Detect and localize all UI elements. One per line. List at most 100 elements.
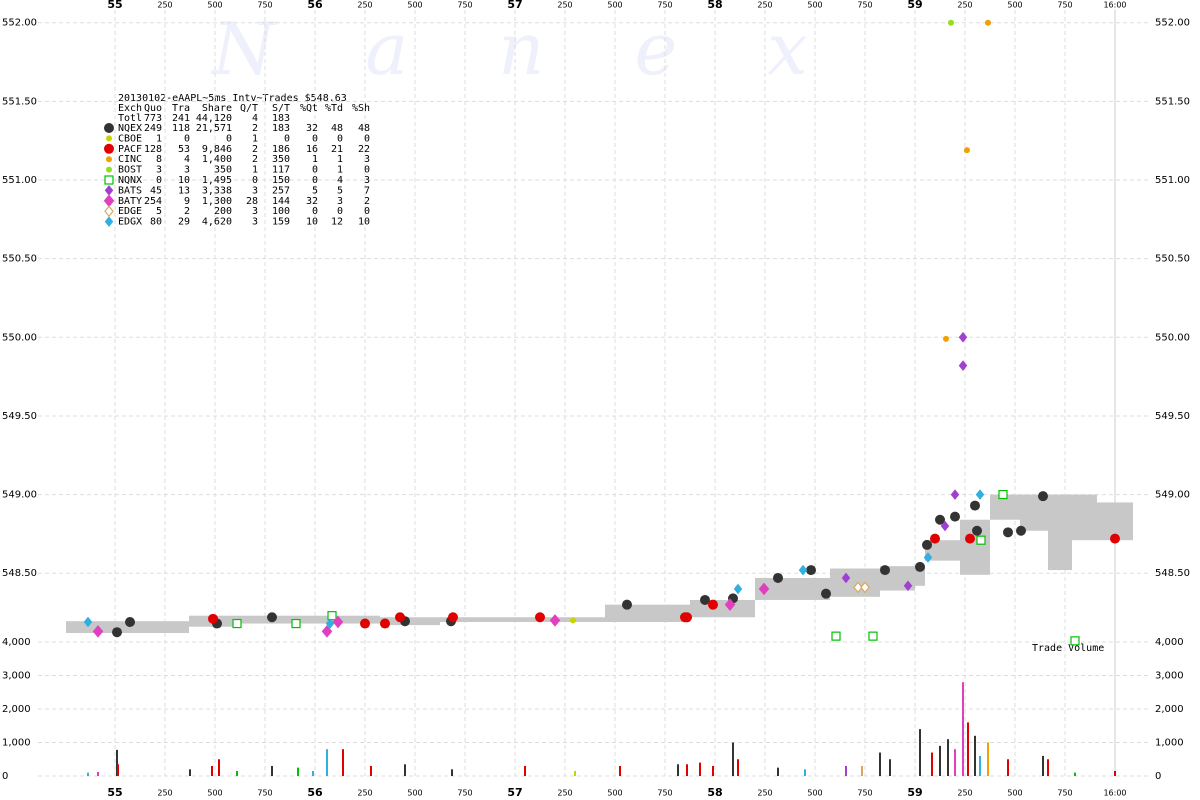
legend-cell: 29 xyxy=(178,217,190,228)
legend-cell: 1,495 xyxy=(202,175,232,186)
legend-cell: 4 xyxy=(184,154,190,165)
y-tick-label: 548.50 xyxy=(1155,568,1190,579)
legend-cell: 150 xyxy=(272,175,290,186)
legend-cell: 4,620 xyxy=(202,217,232,228)
legend-cell: 10 xyxy=(358,217,370,228)
trade-marker xyxy=(853,581,863,594)
trade-marker xyxy=(935,514,945,525)
legend-cell: 45 xyxy=(150,185,162,196)
x-tick-label: 500 xyxy=(407,789,422,798)
y-tick-label: 4,000 xyxy=(1155,637,1184,648)
watermark: Nanex xyxy=(210,7,898,91)
legend-cell: 22 xyxy=(358,144,370,155)
y-tick-label: 550.50 xyxy=(2,254,37,265)
legend-cell: 257 xyxy=(272,185,290,196)
legend-cell: 249 xyxy=(144,123,162,134)
trade-marker xyxy=(975,489,985,500)
legend-cell: 5 xyxy=(337,185,343,196)
y-tick-label: 552.00 xyxy=(2,18,37,29)
legend-cell: Quo xyxy=(144,103,162,114)
volume-bar xyxy=(947,739,949,776)
volume-bar xyxy=(117,764,119,776)
x-tick-label: 58 xyxy=(707,786,722,799)
legend-cell: 48 xyxy=(358,123,370,134)
trade-marker xyxy=(680,612,690,623)
x-tick-label: 500 xyxy=(807,789,822,798)
trade-marker xyxy=(325,618,335,629)
trade-marker xyxy=(964,147,970,154)
y-tick-label: 0 xyxy=(2,771,8,782)
y-tick-label: 3,000 xyxy=(1155,671,1184,682)
legend-entry: PACF xyxy=(118,144,142,155)
y-tick-label: 548.50 xyxy=(2,568,37,579)
trade-marker xyxy=(841,572,851,584)
trade-marker xyxy=(922,539,932,550)
legend-cell: 3 xyxy=(337,196,343,207)
trade-marker xyxy=(923,552,933,563)
trade-marker xyxy=(232,618,242,629)
trade-marker xyxy=(958,331,968,343)
trade-marker xyxy=(831,631,841,641)
legend-cell: 44,120 xyxy=(196,113,232,124)
trade-marker xyxy=(965,533,975,544)
legend-cell: 32 xyxy=(306,123,318,134)
y-tick-label: 549.00 xyxy=(2,490,37,501)
trade-marker xyxy=(380,618,390,629)
legend-entry: CINC xyxy=(118,154,142,165)
trade-marker xyxy=(321,625,333,638)
legend-cell: 16 xyxy=(306,144,318,155)
legend-cell: 3 xyxy=(156,165,162,176)
volume-bar xyxy=(845,765,847,776)
x-tick-label: 750 xyxy=(857,1,872,10)
legend-cell: 254 xyxy=(144,196,162,207)
x-tick-label: 750 xyxy=(457,789,472,798)
legend-cell: 3 xyxy=(252,185,258,196)
volume-bar xyxy=(87,772,89,776)
legend-marker xyxy=(104,216,114,228)
legend-marker xyxy=(104,123,114,133)
legend-cell: 80 xyxy=(150,217,162,228)
x-tick-label: 56 xyxy=(307,786,323,799)
nbbo-band xyxy=(925,540,960,561)
legend-cell: Totl xyxy=(118,113,142,124)
nbbo-band xyxy=(605,604,690,622)
trade-marker xyxy=(758,582,770,596)
legend-cell: 1,300 xyxy=(202,196,232,207)
legend-cell: 1 xyxy=(156,133,162,144)
legend-cell: 0 xyxy=(312,165,318,176)
trade-marker xyxy=(700,594,710,605)
volume-bar xyxy=(699,762,701,776)
trade-marker xyxy=(395,612,405,623)
trade-marker xyxy=(940,520,950,532)
legend-cell: 350 xyxy=(272,154,290,165)
y-tick-label: 4,000 xyxy=(2,637,31,648)
trade-marker xyxy=(950,511,960,522)
volume-bar xyxy=(451,769,453,776)
nbbo-band xyxy=(1072,494,1097,541)
legend-cell: 2 xyxy=(184,206,190,217)
legend-cell: 117 xyxy=(272,165,290,176)
legend-cell: %Sh xyxy=(352,103,370,114)
trade-marker xyxy=(360,618,370,629)
volume-bar xyxy=(889,759,891,776)
legend-cell: 1 xyxy=(312,154,318,165)
volume-bar xyxy=(962,682,964,776)
x-tick-label: 59 xyxy=(907,0,922,11)
nbbo-band xyxy=(1048,494,1072,571)
x-tick-label: 59 xyxy=(907,786,922,799)
volume-bar xyxy=(1007,759,1009,776)
trade-marker xyxy=(208,613,218,624)
legend-cell: 3 xyxy=(252,206,258,217)
trade-marker xyxy=(972,525,982,536)
x-tick-label: 55 xyxy=(107,0,122,11)
legend-cell: 0 xyxy=(312,206,318,217)
volume-bar xyxy=(116,749,118,776)
trade-marker xyxy=(915,561,925,572)
volume-bar xyxy=(297,767,299,776)
legend-marker xyxy=(104,205,114,218)
legend-cell: 350 xyxy=(214,165,232,176)
trade-marker xyxy=(970,500,980,511)
trade-marker xyxy=(998,489,1008,500)
legend-cell: 200 xyxy=(214,206,232,217)
volume-label: Trade Volume xyxy=(1032,643,1104,654)
